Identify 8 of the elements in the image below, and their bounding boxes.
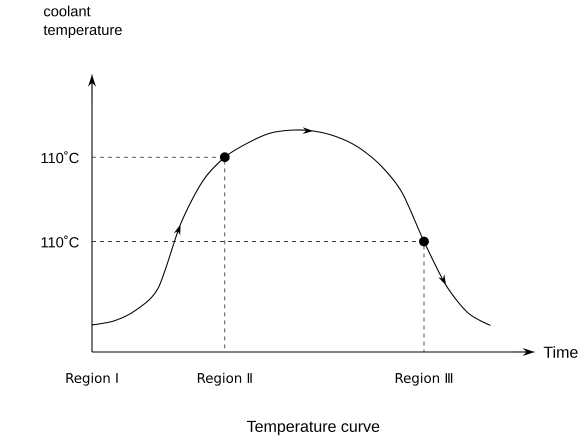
text: 110˚C: [42, 151, 79, 164]
x-tick-label: Region Ⅰ: [66, 372, 118, 386]
x-tick-label: Region Ⅲ: [396, 372, 452, 386]
text: Temperature curve: [246, 420, 380, 436]
text: coolant temperature: [44, 6, 122, 38]
text: 110˚C: [42, 236, 79, 248]
x-axis-title: Time: [544, 346, 578, 358]
x-tick-label: Region Ⅱ: [198, 372, 252, 386]
